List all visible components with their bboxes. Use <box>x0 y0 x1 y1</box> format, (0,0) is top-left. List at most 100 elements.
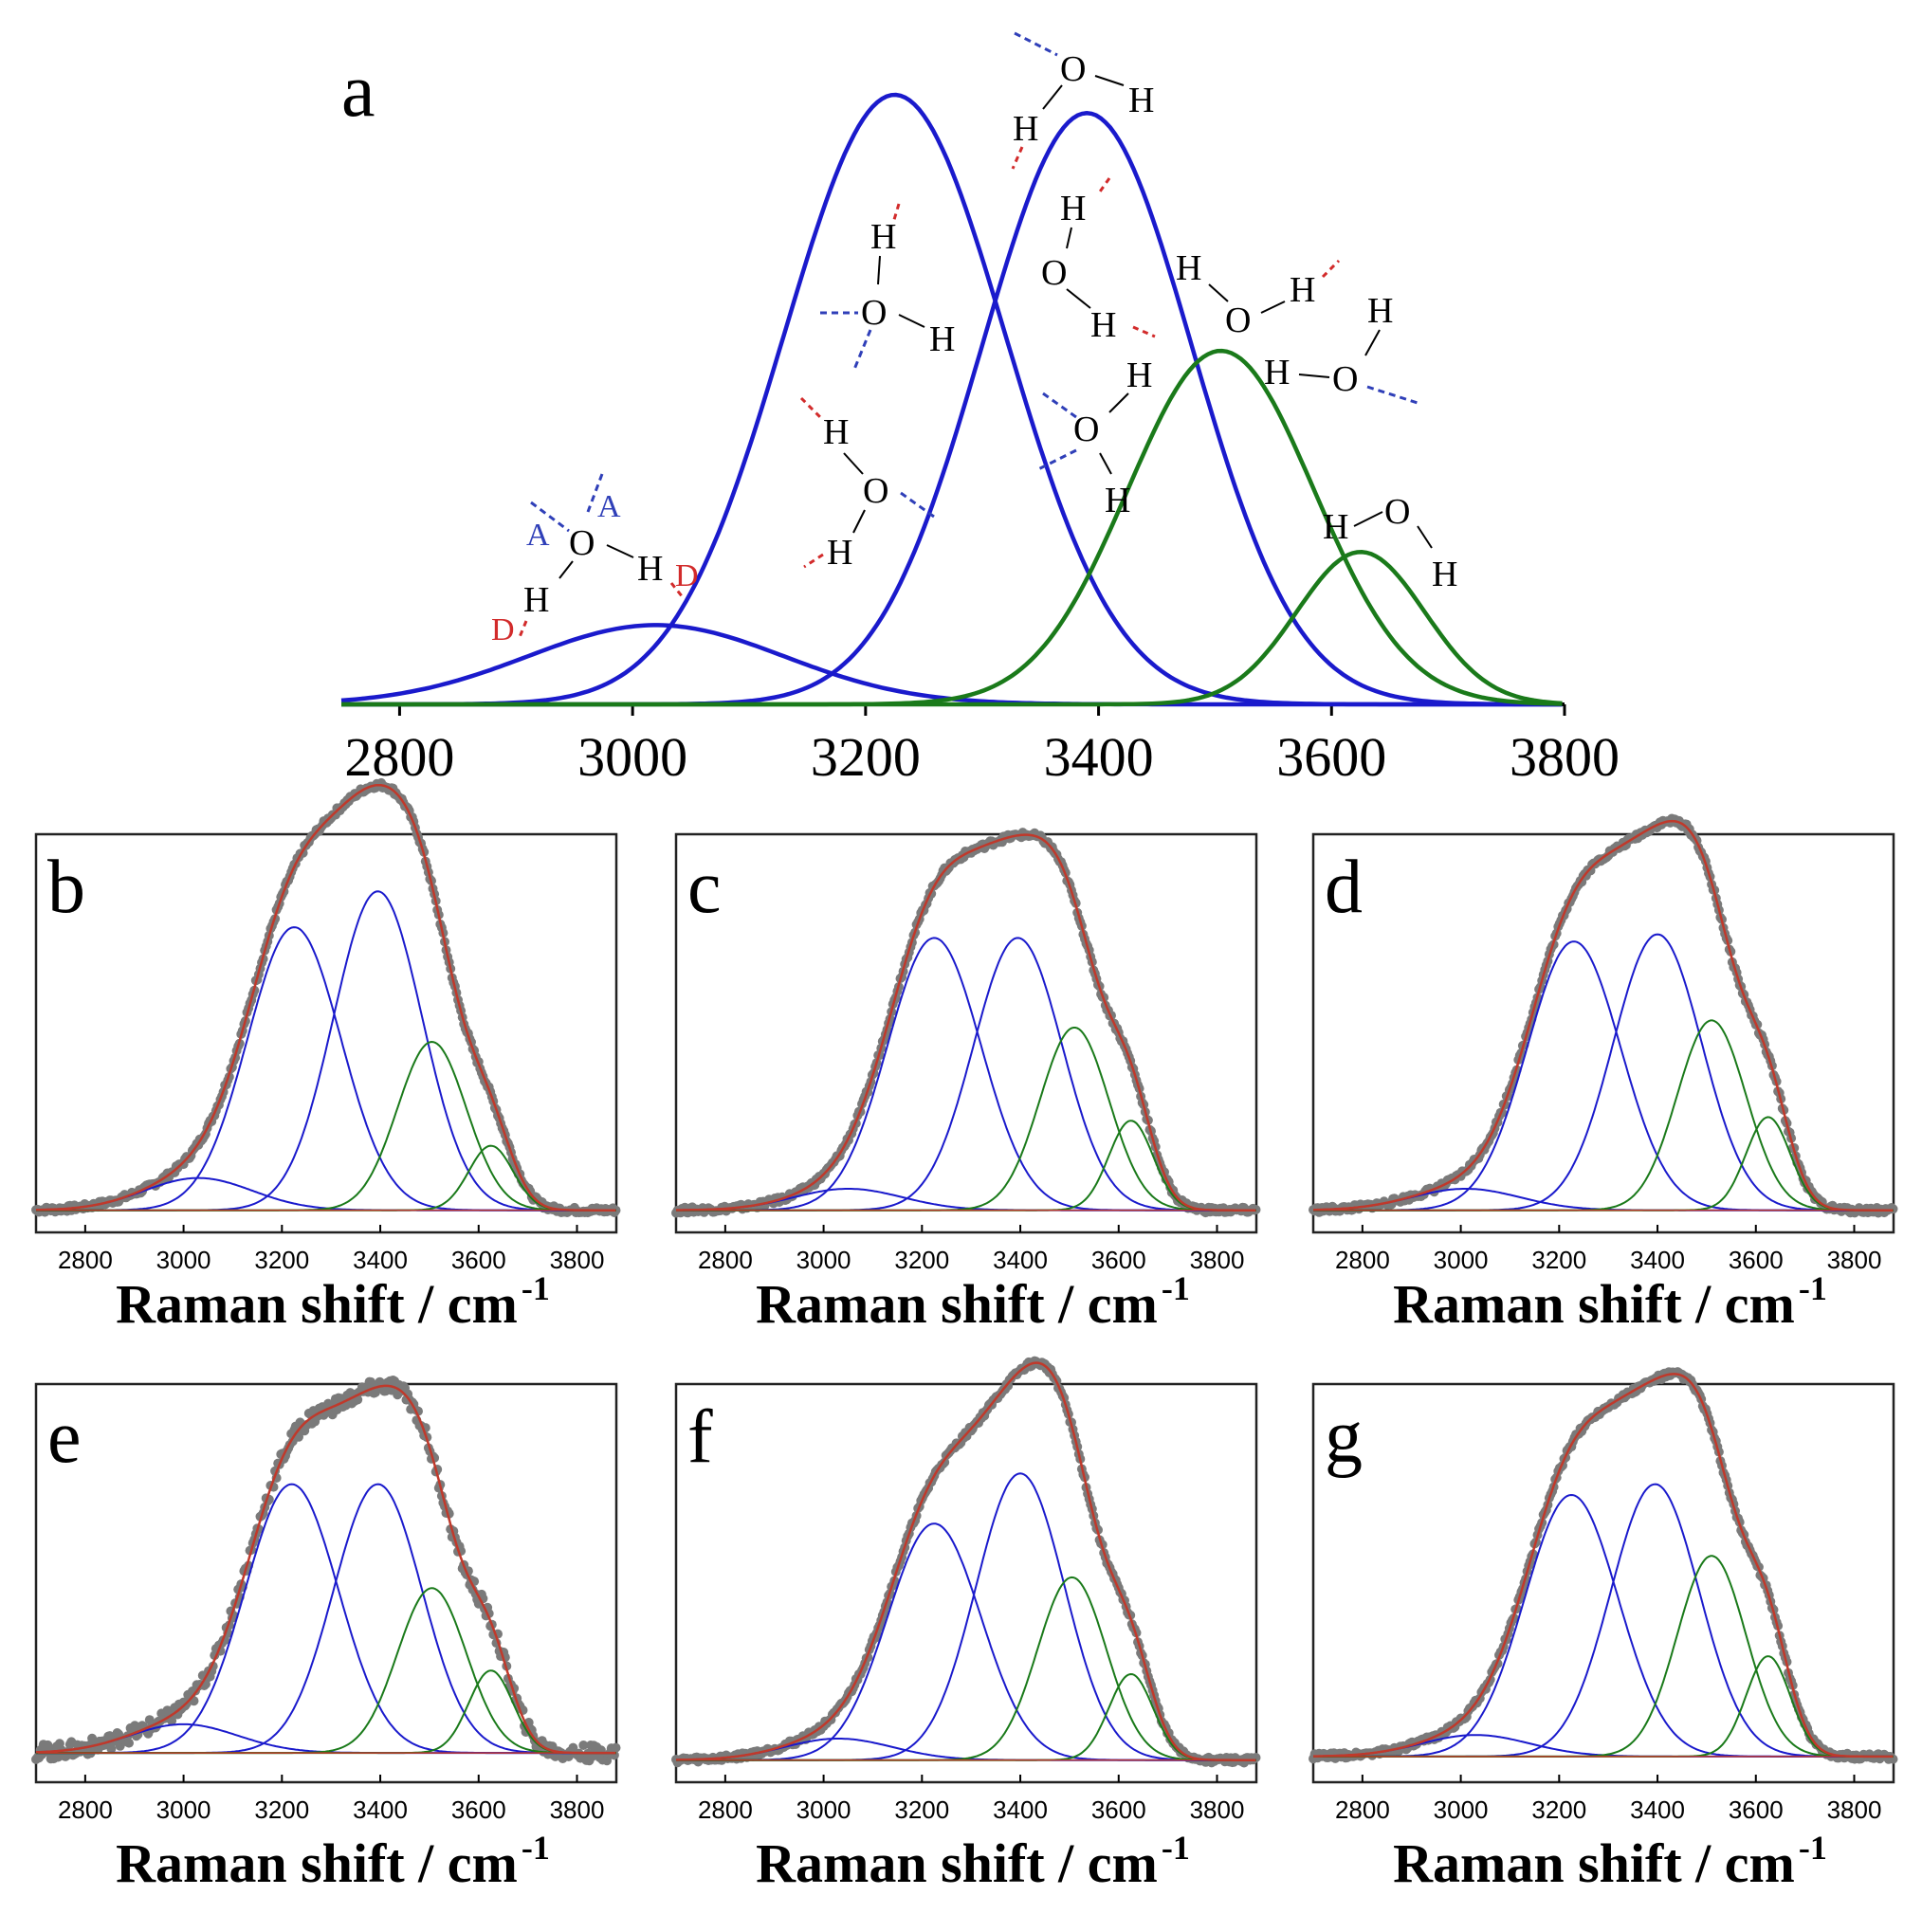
molecule-daa-2: H O H <box>1037 355 1152 520</box>
panel-d-tick-label: 3800 <box>1827 1246 1882 1274</box>
panel-f-tick-label: 3600 <box>1091 1795 1146 1824</box>
svg-text:H: H <box>1367 291 1393 331</box>
panel-d-data-point <box>1888 1204 1898 1214</box>
panel-f-experimental <box>671 1356 1261 1768</box>
panel-c-tick-label: 3400 <box>993 1246 1048 1274</box>
panel-g-frame <box>1311 1382 1895 1784</box>
svg-text:H: H <box>823 412 849 452</box>
panel-g-tick-label: 3600 <box>1729 1795 1784 1824</box>
panel-e-tick-label: 3800 <box>550 1795 605 1824</box>
panel-g-tick-label: 3200 <box>1531 1795 1586 1824</box>
svg-text:H: H <box>1290 270 1315 310</box>
panel-b-tick-label: 3400 <box>353 1246 408 1274</box>
panel-a-tick-label: 3200 <box>811 726 921 788</box>
panel-b-tick-label: 3800 <box>550 1246 605 1274</box>
svg-text:H: H <box>1060 189 1086 228</box>
panel-a-curve-ddaa <box>341 92 1563 707</box>
molecule-da: H O H <box>1041 177 1156 345</box>
panel-g-tick-label: 2800 <box>1335 1795 1390 1824</box>
panel-e-xlabel: Raman shift / cm <box>116 1832 518 1894</box>
panel-a-tick-label: 3400 <box>1044 726 1154 788</box>
panel-g-tick-label: 3400 <box>1630 1795 1685 1824</box>
svg-text:H: H <box>1090 305 1116 345</box>
panel-c-xlabel: Raman shift / cm <box>756 1273 1158 1335</box>
panel-b-tick-label: 3200 <box>254 1246 309 1274</box>
svg-text:H: H <box>1323 507 1348 547</box>
panel-c-frame <box>674 832 1258 1234</box>
svg-text:H: H <box>929 319 955 359</box>
panel-g-tick-label: 3000 <box>1434 1795 1489 1824</box>
panel-c: c 2800 3000 3200 3400 3600 3800 Raman shift / c… <box>671 828 1261 1335</box>
panel-g-peak5 <box>1313 1655 1894 1758</box>
panel-e-tick-label: 3000 <box>156 1795 211 1824</box>
panel-e-letter: e <box>47 1395 82 1479</box>
panel-a-tick-label: 2800 <box>344 726 454 788</box>
panel-g-fit-curve <box>1313 1373 1894 1759</box>
svg-text:O: O <box>861 293 887 333</box>
panel-d-tick-label: 2800 <box>1335 1246 1390 1274</box>
svg-text:H: H <box>523 580 549 620</box>
panel-f-tick-label: 3400 <box>993 1795 1048 1824</box>
panel-g-peak3 <box>1313 1483 1894 1758</box>
panel-a-curve-free-oh <box>341 550 1563 707</box>
panel-a: a 2800 3000 3200 3400 3600 3800 A A O H H D D… <box>340 31 1620 788</box>
panel-e-tick-label: 3600 <box>451 1795 506 1824</box>
panel-c-experimental <box>671 828 1261 1218</box>
panel-g-experimental <box>1309 1367 1898 1764</box>
panel-c-peak3 <box>676 937 1256 1212</box>
panel-b: b 2800 3000 3200 3400 3600 3800 Raman shift / c… <box>31 777 621 1335</box>
panel-g-tick-label: 3800 <box>1827 1795 1882 1824</box>
panel-b-fit-curve <box>35 783 616 1212</box>
panel-c-tick-label: 3800 <box>1190 1246 1245 1274</box>
panel-f-fit-curve <box>676 1361 1256 1761</box>
panel-b-xlabel: Raman shift / cm <box>116 1273 518 1335</box>
panel-b-xlabel-sup: -1 <box>522 1269 550 1307</box>
panel-d-tick-label: 3400 <box>1630 1246 1685 1274</box>
panel-e-data-point <box>611 1742 621 1753</box>
panel-d-experimental <box>1309 813 1898 1218</box>
panel-b-tick-label: 2800 <box>58 1246 113 1274</box>
panel-e: e 2800 3000 3200 3400 3600 3800 Raman shift / c… <box>31 1376 621 1894</box>
molecule-da-2: H H O <box>1264 291 1419 405</box>
panel-a-tick-label: 3800 <box>1510 726 1620 788</box>
molecule-dda: H O H <box>1176 248 1341 340</box>
svg-text:A: A <box>597 489 621 524</box>
molecule-ddaa: H O H <box>820 203 955 373</box>
panel-e-fit-curve <box>35 1384 616 1755</box>
panel-d-xlabel-sup: -1 <box>1799 1269 1827 1307</box>
panel-e-data-point <box>124 1738 134 1748</box>
panel-a-letter: a <box>341 49 375 133</box>
panel-d-frame <box>1311 832 1895 1234</box>
panel-f-tick-label: 3000 <box>796 1795 851 1824</box>
svg-text:O: O <box>1060 49 1086 89</box>
panel-a-tick-label: 3600 <box>1276 726 1386 788</box>
panel-e-tick-label: 3200 <box>254 1795 309 1824</box>
panel-e-tick-label: 2800 <box>58 1795 113 1824</box>
panel-e-data-point <box>578 1741 589 1750</box>
svg-text:H: H <box>1128 81 1154 120</box>
panel-f-peak3 <box>676 1472 1256 1761</box>
svg-text:O: O <box>1225 301 1251 340</box>
molecule-top: O H H <box>1011 31 1154 170</box>
panel-b-experimental <box>31 777 621 1218</box>
svg-text:O: O <box>863 471 888 511</box>
molecule-dda-lower: H O H <box>799 396 935 573</box>
panel-g: g 2800 3000 3200 3400 3600 3800 Raman shift / c… <box>1309 1367 1898 1894</box>
molecule-free: H O H <box>1323 492 1457 594</box>
panel-d-peak3 <box>1313 933 1894 1212</box>
panel-f-xlabel-sup: -1 <box>1162 1829 1190 1867</box>
panel-f-frame <box>674 1382 1258 1784</box>
panel-g-letter: g <box>1325 1395 1363 1479</box>
panel-a-tick-label: 3000 <box>577 726 687 788</box>
panel-f-tick-label: 2800 <box>698 1795 753 1824</box>
panel-c-letter: c <box>687 846 722 929</box>
panel-b-tick-label: 3000 <box>156 1246 211 1274</box>
panel-a-curve-dda <box>341 348 1563 707</box>
svg-text:H: H <box>1176 248 1201 288</box>
panel-g-xlabel-sup: -1 <box>1799 1829 1827 1867</box>
molecule-daa: A A O H H D D <box>491 473 699 647</box>
svg-text:H: H <box>1432 555 1457 594</box>
panel-d: d 2800 3000 3200 3400 3600 3800 Raman shift / c… <box>1309 813 1898 1335</box>
panel-b-peak2 <box>36 926 616 1212</box>
